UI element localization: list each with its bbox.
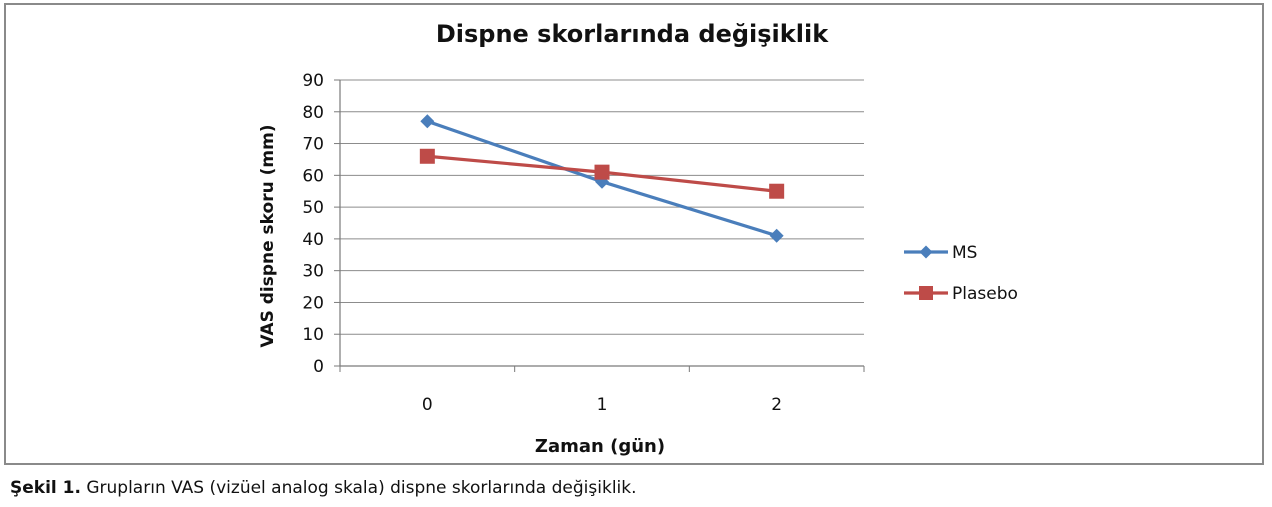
gridlines <box>340 79 864 335</box>
legend-label: MS <box>952 243 977 263</box>
series-lines <box>419 114 785 243</box>
y-tick-label: 50 <box>302 198 324 218</box>
y-tick-label: 20 <box>302 293 324 313</box>
y-tick-label: 60 <box>302 166 324 186</box>
x-tick-label: 0 <box>422 395 433 415</box>
legend-label: Plasebo <box>952 284 1018 304</box>
legend: MS Plasebo <box>904 243 1018 304</box>
axes <box>334 79 865 372</box>
data-point-plasebo <box>769 183 785 199</box>
data-point-plasebo <box>594 164 610 180</box>
x-tick-label: 2 <box>771 395 782 415</box>
data-point-plasebo <box>419 148 435 164</box>
line-chart: Dispne skorlarında değişiklik 0102030405… <box>258 20 1018 457</box>
y-tick-label: 30 <box>302 262 324 282</box>
y-tick-label: 40 <box>302 230 324 250</box>
x-axis-label: Zaman (gün) <box>535 436 665 457</box>
y-axis-label: VAS dispne skoru (mm) <box>258 124 278 347</box>
chart-title: Dispne skorlarında değişiklik <box>436 20 829 48</box>
x-tick-label: 1 <box>597 395 608 415</box>
y-tick-label: 90 <box>302 71 324 91</box>
y-tick-label: 0 <box>313 357 324 377</box>
data-point-ms <box>769 228 784 243</box>
y-tick-label: 10 <box>302 325 324 345</box>
x-tick-labels: 0 1 2 <box>422 395 782 415</box>
y-tick-labels: 0 10 20 30 40 50 60 70 80 90 <box>302 71 324 377</box>
caption-text: Grupların VAS (vizüel analog skala) disp… <box>80 478 637 498</box>
y-tick-label: 80 <box>302 103 324 123</box>
caption-label: Şekil 1. <box>10 478 81 498</box>
y-tick-label: 70 <box>302 135 324 155</box>
data-point-ms <box>420 114 435 129</box>
figure-caption: Şekil 1. Grupların VAS (vizüel analog sk… <box>10 478 637 498</box>
legend-marker-ms <box>919 245 933 259</box>
legend-marker-plasebo <box>919 286 933 300</box>
